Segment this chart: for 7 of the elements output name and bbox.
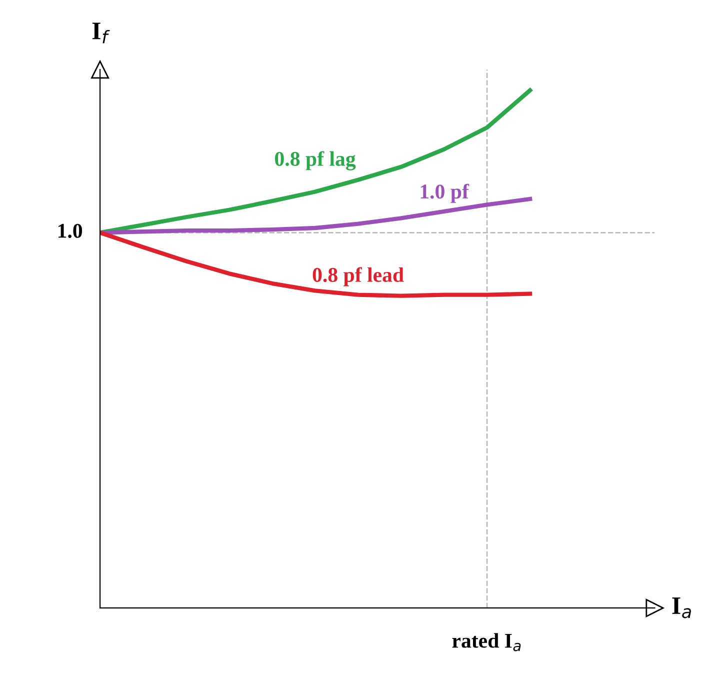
- series-label: 0.8 pf lead: [312, 267, 404, 286]
- x-axis-title: I$_{a}$: [672, 598, 691, 618]
- series-label: 1.0 pf: [420, 184, 470, 203]
- y-axis-title: I$_{f}$: [92, 22, 110, 44]
- series-label: 0.8 pf lag: [275, 151, 356, 170]
- annotation: 1.0: [58, 224, 82, 238]
- text: rated I$_{a}$: [452, 633, 521, 652]
